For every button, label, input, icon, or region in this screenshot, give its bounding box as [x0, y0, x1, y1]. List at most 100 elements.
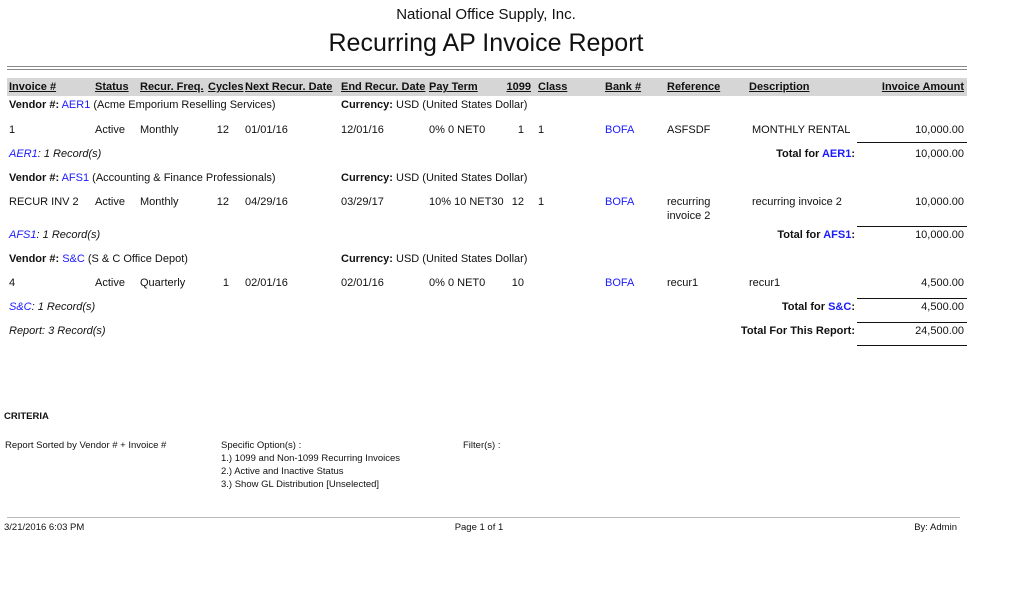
column-header-status[interactable]: Status	[95, 81, 129, 93]
cell-reference: recurring invoice 2	[667, 196, 711, 222]
cell-description: recur1	[749, 277, 781, 289]
cell-next: 02/01/16	[245, 277, 288, 289]
vendor-line: Vendor #: S&C (S & C Office Depot)	[9, 252, 188, 266]
vendor-code-link[interactable]: AER1	[9, 148, 38, 160]
currency-line: Currency: USD (United States Dollar)	[341, 98, 527, 112]
total-for-label: Total for	[781, 301, 826, 313]
vendor-code-link[interactable]: AFS1	[9, 229, 37, 241]
currency-label: Currency:	[341, 172, 393, 184]
record-count: 1 Record(s)	[43, 148, 102, 160]
criteria-option: 2.) Active and Inactive Status	[221, 466, 344, 477]
cell-f1099: 10	[511, 277, 524, 289]
cell-term: 10% 10 NET30	[429, 196, 504, 208]
criteria-heading: CRITERIA	[4, 411, 49, 422]
cell-end: 12/01/16	[341, 124, 384, 136]
criteria-sorted: Report Sorted by Vendor # + Invoice #	[5, 440, 167, 451]
criteria-option: 3.) Show GL Distribution [Unselected]	[221, 479, 380, 490]
column-header-reference[interactable]: Reference	[667, 81, 721, 93]
vendor-total-label: Total for AFS1:	[777, 229, 855, 241]
report-total-label: Total For This Report:	[740, 325, 855, 337]
currency-line: Currency: USD (United States Dollar)	[341, 171, 527, 185]
column-header-bar	[7, 78, 967, 96]
cell-bank[interactable]: BOFA	[605, 124, 635, 136]
vendor-code-link[interactable]: S&C	[828, 301, 852, 313]
cell-cycles: 12	[216, 124, 229, 136]
currency-line: Currency: USD (United States Dollar)	[341, 252, 527, 266]
vendor-total-amount: 4,500.00	[921, 301, 964, 313]
column-header-bank[interactable]: Bank #	[605, 81, 642, 93]
cell-status: Active	[95, 196, 125, 208]
vendor-record-count: S&C: 1 Record(s)	[9, 301, 96, 313]
cell-next: 04/29/16	[245, 196, 288, 208]
column-header-invoice[interactable]: Invoice #	[9, 81, 57, 93]
vendor-record-count: AFS1: 1 Record(s)	[9, 229, 101, 241]
cell-amount: 10,000.00	[915, 124, 964, 136]
cell-term: 0% 0 NET0	[429, 277, 486, 289]
total-rule	[857, 298, 967, 299]
footer-page: Page 1 of 1	[454, 522, 504, 533]
vendor-label: Vendor #:	[9, 253, 60, 265]
criteria-options-label: Specific Option(s) :	[221, 440, 302, 451]
cell-cycles: 1	[222, 277, 229, 289]
vendor-total-amount: 10,000.00	[915, 229, 964, 241]
column-header-cycles[interactable]: Cycles	[208, 81, 244, 93]
cell-reference: ASFSDF	[667, 124, 711, 136]
column-header-class[interactable]: Class	[538, 81, 568, 93]
vendor-label: Vendor #:	[9, 99, 60, 111]
footer-by: By: Admin	[914, 522, 957, 533]
column-header-invoice-amount[interactable]: Invoice Amount	[881, 81, 964, 93]
cell-freq: Monthly	[140, 196, 179, 208]
cell-next: 01/01/16	[245, 124, 288, 136]
report-record-count: Report: 3 Record(s)	[9, 325, 106, 337]
vendor-record-count: AER1: 1 Record(s)	[9, 148, 102, 160]
vendor-line: Vendor #: AFS1 (Accounting & Finance Pro…	[9, 171, 276, 185]
column-header-recur-freq[interactable]: Recur. Freq.	[140, 81, 204, 93]
report-title: Recurring AP Invoice Report	[328, 29, 644, 57]
footer-divider	[7, 517, 960, 518]
cell-status: Active	[95, 277, 125, 289]
currency-value: USD (United States Dollar)	[396, 172, 528, 184]
column-header-description[interactable]: Description	[749, 81, 810, 93]
cell-invoice[interactable]: 1	[9, 124, 16, 136]
total-for-label: Total for	[776, 148, 820, 160]
vendor-code-link[interactable]: S&C	[9, 301, 32, 313]
cell-reference: recur1	[667, 277, 699, 289]
cell-description: recurring invoice 2	[752, 196, 842, 208]
cell-freq: Monthly	[140, 124, 179, 136]
column-header-pay-term[interactable]: Pay Term	[429, 81, 478, 93]
cell-bank[interactable]: BOFA	[605, 277, 635, 289]
cell-invoice[interactable]: RECUR INV 2	[9, 196, 79, 208]
cell-bank[interactable]: BOFA	[605, 196, 635, 208]
currency-value: USD (United States Dollar)	[396, 99, 528, 111]
vendor-code-link[interactable]: AFS1	[823, 229, 852, 241]
vendor-total-amount: 10,000.00	[915, 148, 964, 160]
vendor-code-link[interactable]: AER1	[821, 148, 852, 160]
currency-value: USD (United States Dollar)	[396, 253, 528, 265]
cell-end: 03/29/17	[341, 196, 384, 208]
vendor-total-label: Total for S&C:	[781, 301, 855, 313]
title-divider	[7, 66, 967, 67]
report-total-underline	[857, 345, 967, 346]
record-count: 1 Record(s)	[37, 301, 96, 313]
total-rule	[857, 226, 967, 227]
vendor-total-label: Total for AER1:	[776, 148, 855, 160]
cell-term: 0% 0 NET0	[429, 124, 486, 136]
criteria-option: 1.) 1099 and Non-1099 Recurring Invoices	[221, 453, 401, 464]
cell-f1099: 12	[511, 196, 524, 208]
cell-invoice[interactable]: 4	[9, 277, 16, 289]
cell-amount: 4,500.00	[921, 277, 964, 289]
cell-status: Active	[95, 124, 125, 136]
footer-datetime: 3/21/2016 6:03 PM	[4, 522, 85, 533]
column-header-end-recur-date[interactable]: End Recur. Date	[341, 81, 426, 93]
title-divider-2	[7, 69, 967, 70]
column-header-next-recur-date[interactable]: Next Recur. Date	[245, 81, 333, 93]
column-header-1099[interactable]: 1099	[506, 81, 531, 93]
vendor-code-link[interactable]: S&C	[62, 253, 85, 265]
cell-cycles: 12	[216, 196, 229, 208]
vendor-name: (Accounting & Finance Professionals)	[92, 172, 276, 184]
vendor-code-link[interactable]: AER1	[61, 99, 91, 111]
vendor-code-link[interactable]: AFS1	[61, 172, 90, 184]
report-total-rule	[857, 322, 967, 323]
cell-class: 1	[538, 196, 545, 208]
